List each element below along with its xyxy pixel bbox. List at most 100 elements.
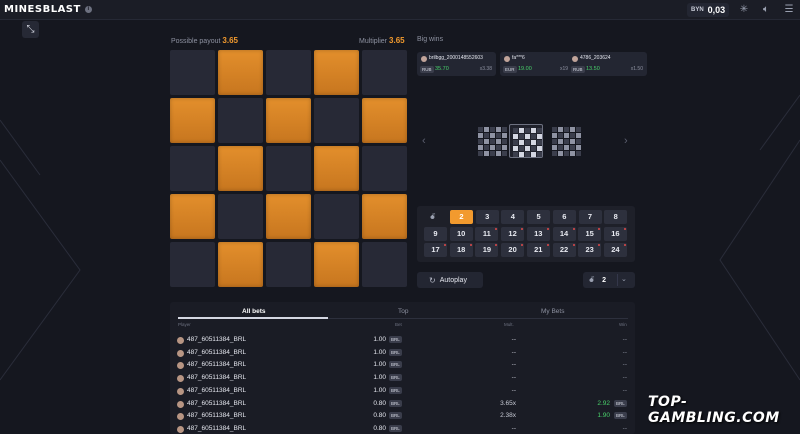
mines-option-5[interactable]: 5 bbox=[527, 210, 551, 224]
mines-option-17[interactable]: 17 bbox=[424, 243, 447, 257]
big-win-card: 4786_203624 RUB 13.50 x1.50 bbox=[568, 52, 647, 76]
hidden-tile[interactable] bbox=[362, 50, 407, 95]
mines-option-16[interactable]: 16 bbox=[603, 227, 627, 241]
grid-preview-dot bbox=[537, 140, 542, 145]
mines-option-2[interactable]: 2 bbox=[450, 210, 473, 224]
grid-size-option[interactable] bbox=[549, 124, 583, 158]
win-currency: BRL bbox=[614, 412, 627, 420]
table-row: 487_60511384_BRL 1.00 BRL -- -- bbox=[170, 385, 635, 397]
balance-amount: 0,03 bbox=[707, 5, 726, 15]
mines-option-12[interactable]: 12 bbox=[501, 227, 525, 241]
bet-multiplier: -- bbox=[511, 374, 516, 382]
big-win-currency: RUB bbox=[571, 66, 585, 73]
revealed-tile[interactable] bbox=[218, 50, 263, 95]
bet-currency: BRL bbox=[389, 399, 402, 407]
mines-dropdown[interactable]: 💣︎ 2 ⌄ bbox=[583, 272, 635, 288]
hidden-tile[interactable] bbox=[314, 194, 359, 239]
big-win-amount: 35.70 bbox=[435, 66, 449, 72]
autoplay-label: Autoplay bbox=[439, 276, 467, 284]
revealed-tile[interactable] bbox=[266, 194, 311, 239]
mines-option-20[interactable]: 20 bbox=[501, 243, 525, 257]
mines-option-7[interactable]: 7 bbox=[578, 210, 602, 224]
mines-option-label: 23 bbox=[585, 245, 594, 254]
mines-option-19[interactable]: 19 bbox=[475, 243, 499, 257]
indicator-dot bbox=[546, 228, 549, 230]
mines-option-22[interactable]: 22 bbox=[552, 243, 576, 257]
win-amount: -- bbox=[622, 336, 627, 343]
hidden-tile[interactable] bbox=[170, 50, 215, 95]
hidden-tile[interactable] bbox=[314, 98, 359, 143]
avatar bbox=[572, 56, 578, 62]
hidden-tile[interactable] bbox=[362, 146, 407, 191]
hidden-tile[interactable] bbox=[170, 146, 215, 191]
hidden-tile[interactable] bbox=[362, 242, 407, 287]
tab-top[interactable]: Top bbox=[398, 308, 409, 315]
grid-size-option-selected[interactable] bbox=[509, 124, 543, 158]
revealed-tile[interactable] bbox=[362, 98, 407, 143]
revealed-tile[interactable] bbox=[218, 146, 263, 191]
tab-my-bets[interactable]: My Bets bbox=[541, 308, 565, 315]
revealed-tile[interactable] bbox=[314, 146, 359, 191]
tab-all-bets[interactable]: All bets bbox=[242, 308, 266, 315]
autoplay-button[interactable]: ↻ Autoplay bbox=[417, 272, 483, 288]
bet-currency: BRL bbox=[389, 336, 402, 343]
revealed-tile[interactable] bbox=[170, 98, 215, 143]
revealed-tile[interactable] bbox=[314, 50, 359, 95]
player-name: 487_60511384_BRL bbox=[187, 374, 247, 382]
big-win-currency: RUB bbox=[420, 66, 434, 73]
sparkle-settings-icon[interactable]: ✳ bbox=[739, 4, 749, 15]
grid-preview-dot bbox=[564, 139, 569, 144]
hamburger-menu-icon[interactable]: ☰ bbox=[784, 4, 794, 15]
indicator-dot bbox=[521, 228, 524, 230]
mines-grid bbox=[170, 50, 408, 290]
mines-option-8[interactable]: 8 bbox=[604, 210, 628, 224]
hidden-tile[interactable] bbox=[266, 50, 311, 95]
mines-option-14[interactable]: 14 bbox=[552, 227, 576, 241]
possible-payout: Possible payout 3.65 bbox=[171, 36, 238, 45]
mines-option-6[interactable]: 6 bbox=[552, 210, 576, 224]
hidden-tile[interactable] bbox=[266, 146, 311, 191]
speaker-icon[interactable]: 🔈︎ bbox=[763, 4, 769, 15]
mines-option-15[interactable]: 15 bbox=[578, 227, 602, 241]
win-amount: -- bbox=[622, 361, 627, 369]
collapse-arrows-icon[interactable]: ⤡ bbox=[22, 21, 39, 38]
chevron-down-icon[interactable]: ⌄ bbox=[621, 276, 627, 283]
balance-currency: BYN bbox=[691, 7, 704, 13]
chevron-right-icon[interactable]: › bbox=[624, 135, 628, 147]
grid-preview-dot bbox=[570, 139, 575, 144]
hidden-tile[interactable] bbox=[170, 242, 215, 287]
revealed-tile[interactable] bbox=[170, 194, 215, 239]
grid-preview-dot bbox=[478, 139, 483, 144]
grid-preview-dot bbox=[502, 151, 507, 156]
mines-option-21[interactable]: 21 bbox=[526, 243, 550, 257]
mines-option-24[interactable]: 24 bbox=[603, 243, 627, 257]
hidden-tile[interactable] bbox=[266, 242, 311, 287]
win-amount: 1.90 bbox=[597, 412, 610, 420]
mines-option-3[interactable]: 3 bbox=[475, 210, 499, 224]
grid-preview-dot bbox=[490, 139, 495, 144]
grid-preview-dot bbox=[496, 145, 501, 150]
mines-option-13[interactable]: 13 bbox=[526, 227, 550, 241]
hidden-tile[interactable] bbox=[218, 194, 263, 239]
mines-option-18[interactable]: 18 bbox=[449, 243, 473, 257]
column-bet: Bet bbox=[395, 322, 402, 327]
mines-option-23[interactable]: 23 bbox=[578, 243, 602, 257]
hidden-tile[interactable] bbox=[218, 98, 263, 143]
mines-option-9[interactable]: 9 bbox=[424, 227, 447, 241]
info-icon[interactable]: i bbox=[84, 6, 92, 13]
chevron-left-icon[interactable]: ‹ bbox=[422, 135, 426, 147]
grid-size-option[interactable] bbox=[475, 124, 509, 158]
grid-preview-dot bbox=[531, 134, 536, 139]
avatar bbox=[177, 387, 184, 395]
mines-option-label: 16 bbox=[611, 229, 620, 238]
mines-option-4[interactable]: 4 bbox=[501, 210, 525, 224]
grid-preview-dot bbox=[525, 146, 530, 151]
indicator-dot bbox=[495, 228, 498, 230]
revealed-tile[interactable] bbox=[218, 242, 263, 287]
revealed-tile[interactable] bbox=[314, 242, 359, 287]
mines-option-11[interactable]: 11 bbox=[475, 227, 499, 241]
avatar bbox=[504, 56, 510, 62]
revealed-tile[interactable] bbox=[362, 194, 407, 239]
mines-option-10[interactable]: 10 bbox=[449, 227, 473, 241]
revealed-tile[interactable] bbox=[266, 98, 311, 143]
